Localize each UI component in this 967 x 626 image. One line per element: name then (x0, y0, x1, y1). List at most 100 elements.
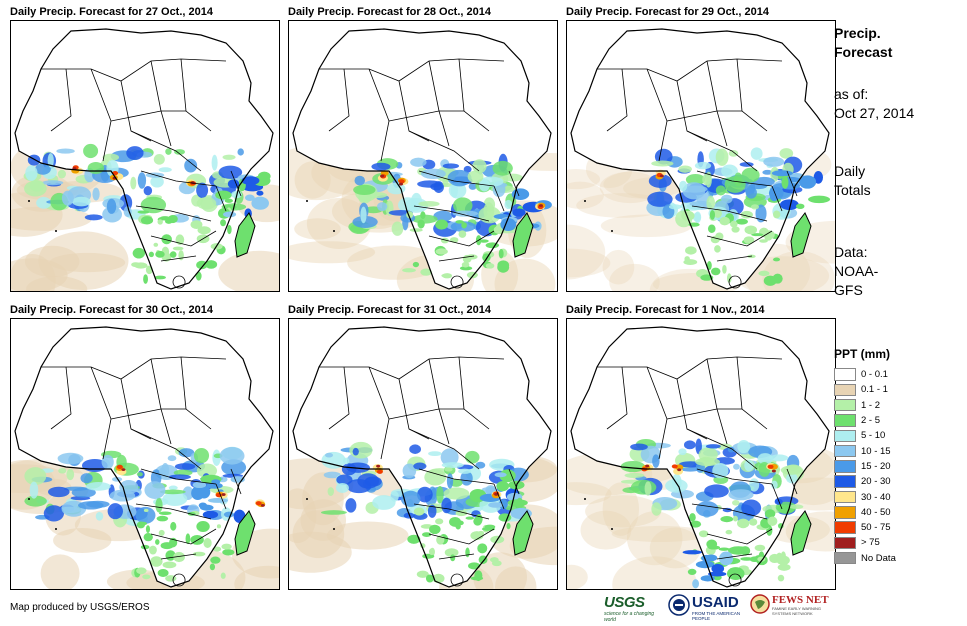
rain-cell (148, 251, 154, 258)
rain-cell (813, 170, 824, 184)
sand-precip-patch (609, 263, 660, 291)
country-border (328, 366, 350, 430)
rain-cell (161, 462, 170, 478)
rain-cell (767, 516, 778, 526)
rain-cell (773, 257, 781, 262)
rain-cell (496, 480, 510, 492)
rain-cell (224, 198, 233, 203)
rain-cell (241, 176, 260, 186)
island-dot (333, 230, 335, 232)
rain-cell (126, 146, 144, 160)
rain-cell (733, 463, 740, 470)
sand-precip-patch (53, 527, 112, 554)
rain-cell (719, 551, 734, 566)
rain-cell (342, 457, 350, 465)
precip-map (288, 318, 558, 590)
rain-cell (222, 549, 235, 556)
country-border (606, 366, 628, 430)
rain-cell (789, 504, 804, 510)
rain-cell (223, 211, 237, 218)
rain-cell (83, 143, 99, 159)
country-border (450, 275, 464, 289)
rain-cell (475, 461, 486, 469)
country-border (50, 68, 72, 132)
rain-cell (190, 220, 203, 229)
rain-cell (708, 571, 727, 577)
rain-cell (763, 156, 785, 167)
island-dot (611, 528, 613, 530)
rain-cell (695, 501, 719, 517)
sand-precip-patch (347, 245, 442, 280)
heavy-rain-cell (255, 501, 262, 506)
sand-precip-patch (567, 482, 612, 506)
rain-cell (209, 563, 216, 571)
country-border (110, 408, 186, 420)
rain-cell (135, 506, 156, 524)
rain-cell (732, 499, 740, 506)
rain-cell (744, 225, 758, 235)
forecast-panel-4: Daily Precip. Forecast for 30 Oct., 2014 (10, 303, 280, 591)
legend-label: 0.1 - 1 (861, 384, 888, 396)
rain-cell (325, 452, 334, 458)
rain-cell (24, 495, 47, 507)
rain-cell (435, 248, 448, 255)
rain-cell (159, 489, 186, 495)
rain-cell (202, 510, 219, 519)
madagascar (512, 212, 534, 258)
rain-cell (754, 544, 766, 552)
sand-precip-patch (40, 554, 80, 589)
rain-cell (448, 182, 467, 199)
rain-cell (48, 486, 70, 498)
legend-label: 1 - 2 (861, 399, 881, 411)
rain-cell (468, 254, 473, 260)
legend-label: 5 - 10 (861, 430, 886, 442)
rain-cell (477, 530, 485, 536)
country-border (140, 170, 217, 187)
rain-cell (458, 468, 472, 474)
precip-map (10, 20, 280, 292)
rain-cell (492, 160, 513, 176)
rain-cell (777, 574, 785, 582)
rain-cell (158, 511, 172, 515)
rain-cell (720, 194, 733, 204)
rain-cell (168, 474, 191, 480)
rain-cell (651, 502, 662, 516)
legend-label: > 75 (861, 537, 880, 549)
rain-cell (689, 520, 702, 528)
rain-cell (435, 219, 449, 230)
rain-cell (714, 245, 721, 253)
rain-cell (222, 154, 236, 160)
rain-cell (196, 521, 210, 532)
rain-cell (483, 202, 495, 220)
rain-cell (136, 472, 143, 477)
country-border (319, 356, 505, 380)
panel-title: Daily Precip. Forecast for 27 Oct., 2014 (10, 6, 213, 18)
rain-cell (72, 196, 91, 207)
rain-cell (780, 465, 802, 475)
legend-swatch (834, 506, 856, 519)
rain-cell (345, 498, 357, 513)
sand-precip-patch (600, 214, 693, 238)
fews-globe-icon (750, 594, 770, 624)
rain-cell (470, 576, 484, 581)
rain-cell (477, 543, 488, 554)
rain-cell (427, 504, 437, 518)
country-border (438, 553, 475, 560)
rain-cell (420, 268, 432, 276)
rain-cell (764, 509, 776, 518)
rain-cell (715, 148, 729, 166)
sidebar-title-line1: Precip. (834, 25, 881, 41)
rain-cell (143, 533, 153, 542)
rain-cell (430, 183, 444, 191)
rain-cell (443, 487, 470, 500)
rain-cell (720, 516, 734, 523)
rain-cell (769, 553, 781, 564)
rain-cell (744, 459, 754, 472)
rain-cell (777, 563, 791, 571)
legend-label: 20 - 30 (861, 476, 891, 488)
country-border (786, 468, 798, 495)
rain-cell (692, 579, 700, 589)
rain-cell (630, 479, 657, 495)
sand-precip-patch (294, 161, 331, 199)
rain-cell (425, 574, 434, 583)
